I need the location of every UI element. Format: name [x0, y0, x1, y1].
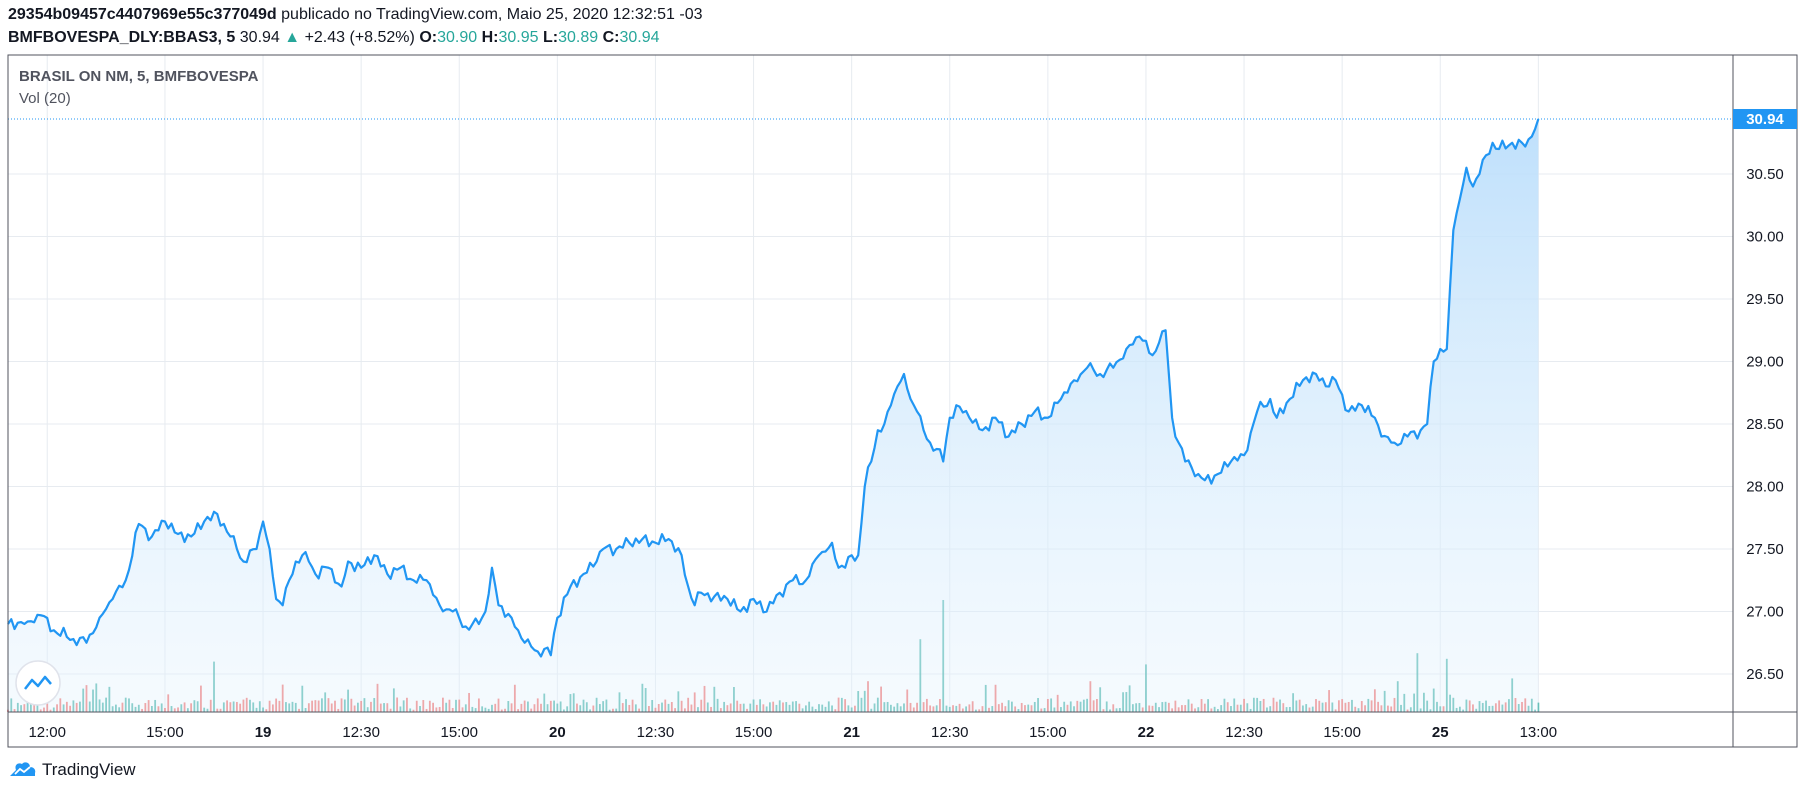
- x-tick-label: 12:30: [342, 724, 380, 741]
- tradingview-logo-icon: [10, 762, 36, 776]
- price-axis[interactable]: 26.50 27.00 27.50 28.00 28.50 29.00 29.50 30.00…: [1733, 109, 1797, 683]
- x-tick-label: 15:00: [1029, 724, 1067, 741]
- chart-header: 29354b09457c4407969e55c377049d publicado…: [8, 4, 702, 50]
- x-tick-label: 13:00: [1520, 724, 1558, 741]
- ohlc-line: BMFBOVESPA_DLY:BBAS3, 5 30.94 ▲ +2.43 (+…: [8, 27, 702, 50]
- y-tick-label: 29.50: [1746, 291, 1784, 308]
- footer: TradingView: [8, 760, 136, 780]
- chart-frame: [7, 54, 1798, 748]
- x-tick-label: 25: [1432, 724, 1449, 741]
- x-tick-label: 12:30: [931, 724, 969, 741]
- x-tick-label: 15:00: [146, 724, 184, 741]
- legend-title: BRASIL ON NM, 5, BMFBOVESPA: [19, 68, 259, 85]
- price-change: +2.43 (+8.52%): [304, 29, 415, 46]
- time-axis[interactable]: 12:00 15:00 19 12:30 15:00 20 12:30 15:00 21 12:3…: [28, 724, 1557, 741]
- x-tick-label: 21: [843, 724, 860, 741]
- low-value: 30.89: [558, 29, 599, 46]
- chart-legend: BRASIL ON NM, 5, BMFBOVESPA Vol (20): [19, 68, 259, 107]
- up-arrow-icon: ▲: [284, 29, 301, 46]
- footer-brand[interactable]: TradingView: [42, 760, 136, 779]
- symbol-label: BMFBOVESPA_DLY:BBAS3, 5: [8, 29, 236, 46]
- y-tick-label: 26.50: [1746, 666, 1784, 683]
- y-tick-label: 27.50: [1746, 541, 1784, 558]
- publish-line: 29354b09457c4407969e55c377049d publicado…: [8, 4, 702, 27]
- close-label: C:: [602, 29, 620, 46]
- published-text: publicado no TradingView.com, Maio 25, 2…: [281, 6, 703, 23]
- frame-border: [7, 54, 1798, 748]
- x-tick-label: 12:30: [1225, 724, 1263, 741]
- price-area: [7, 118, 1733, 712]
- price-chart[interactable]: 26.50 27.00 27.50 28.00 28.50 29.00 29.50 30.00…: [0, 0, 1805, 760]
- close-value: 30.94: [619, 29, 660, 46]
- tradingview-watermark: [15, 660, 61, 706]
- x-tick-label: 15:00: [735, 724, 773, 741]
- y-tick-label: 28.00: [1746, 479, 1784, 496]
- open-label: O:: [419, 29, 438, 46]
- high-label: H:: [481, 29, 499, 46]
- legend-volume: Vol (20): [19, 90, 71, 107]
- x-tick-label: 20: [549, 724, 566, 741]
- price-line: [7, 118, 1540, 658]
- last-price: 30.94: [239, 29, 280, 46]
- x-tick-label: 15:00: [440, 724, 478, 741]
- y-tick-label: 28.50: [1746, 416, 1784, 433]
- y-tick-label: 27.00: [1746, 604, 1784, 621]
- y-tick-label: 30.00: [1746, 229, 1784, 246]
- y-tick-label: 30.50: [1746, 166, 1784, 183]
- high-value: 30.95: [498, 29, 539, 46]
- open-value: 30.90: [437, 29, 478, 46]
- x-tick-label: 22: [1138, 724, 1155, 741]
- last-price-tag: [1733, 109, 1797, 129]
- publisher-id: 29354b09457c4407969e55c377049d: [8, 6, 277, 23]
- y-tick-label: 29.00: [1746, 354, 1784, 371]
- x-tick-label: 15:00: [1323, 724, 1361, 741]
- last-price-label: 30.94: [1746, 111, 1784, 128]
- low-label: L:: [542, 29, 559, 46]
- x-tick-label: 19: [255, 724, 272, 741]
- x-tick-label: 12:30: [637, 724, 675, 741]
- price-area-fill: [8, 119, 1539, 712]
- x-tick-label: 12:00: [28, 724, 66, 741]
